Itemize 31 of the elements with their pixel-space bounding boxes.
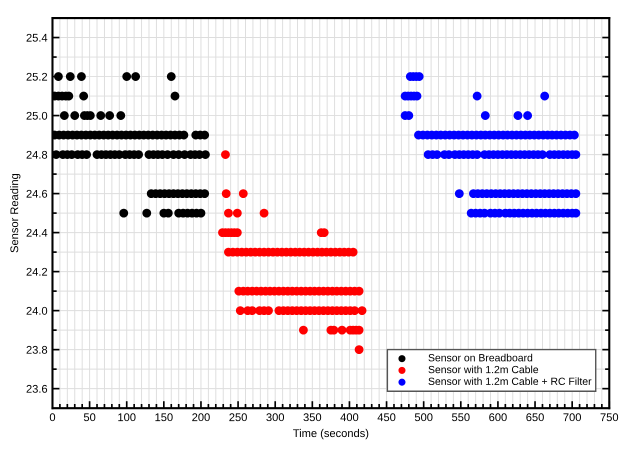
y-tick-label: 24.2 <box>26 268 48 276</box>
x-tick-label: 0 <box>50 413 56 422</box>
x-tick-label: 50 <box>84 413 96 422</box>
legend-label: Sensor on Breadboard <box>428 354 532 362</box>
x-tick-label: 150 <box>155 413 173 422</box>
y-tick-label: 23.6 <box>26 384 48 393</box>
x-tick-label: 300 <box>266 413 284 422</box>
y-tick-label: 25.2 <box>26 72 48 81</box>
y-tick-label: 24.4 <box>26 228 48 237</box>
y-tick-label: 25.0 <box>26 112 48 120</box>
x-tick-label: 400 <box>340 413 358 422</box>
x-tick-label: 350 <box>303 413 322 422</box>
x-tick-label: 500 <box>414 413 433 422</box>
y-axis-title: Sensor Reading <box>10 174 20 252</box>
x-tick-label: 250 <box>229 413 247 422</box>
x-tick-label: 700 <box>563 413 581 422</box>
y-tick-label: 25.4 <box>26 34 48 42</box>
y-tick-label: 24.0 <box>26 306 48 315</box>
x-axis-title: Time (seconds) <box>293 428 368 440</box>
y-tick-label: 23.8 <box>26 346 48 354</box>
y-tick-label: 24.6 <box>26 190 48 198</box>
y-tick-label: 24.8 <box>26 150 48 159</box>
x-tick-label: 650 <box>526 413 544 422</box>
x-tick-label: 750 <box>600 413 618 422</box>
x-tick-label: 450 <box>378 413 396 422</box>
x-tick-label: 550 <box>452 413 470 422</box>
x-tick-label: 200 <box>192 413 210 422</box>
legend-label: Sensor with 1.2m Cable <box>428 366 538 374</box>
legend-label: Sensor with 1.2m Cable + RC Filter <box>428 377 592 386</box>
x-tick-label: 100 <box>118 413 136 422</box>
x-tick-label: 600 <box>489 413 507 422</box>
